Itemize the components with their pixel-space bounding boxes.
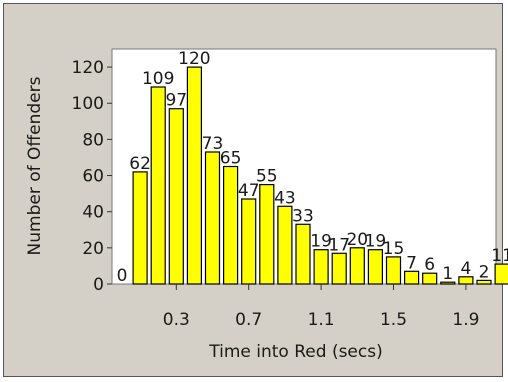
value-label: 109 [142, 69, 174, 89]
bar-1.6 [404, 270, 420, 285]
value-label: 2 [479, 262, 490, 282]
y-tick-label: 100 [72, 94, 104, 114]
bar-0.2 [150, 86, 166, 285]
bar-1.4 [367, 249, 383, 285]
y-tick-label: 60 [82, 167, 104, 187]
bar-0.1 [132, 171, 148, 285]
x-tick-label: 1.9 [452, 310, 479, 330]
value-label: 11 [491, 246, 508, 266]
bars-group [132, 66, 508, 285]
x-axis-title: Time into Red (secs) [208, 342, 382, 362]
x-tick-label: 0.7 [235, 310, 262, 330]
bar-0.7 [241, 198, 257, 285]
y-axis-title: Number of Offenders [25, 76, 45, 255]
bar-0.4 [186, 66, 202, 285]
value-label: 19 [365, 232, 387, 252]
value-label: 6 [424, 255, 435, 275]
y-tick-label: 120 [72, 58, 104, 78]
bar-1.7 [422, 272, 438, 285]
x-axis-ticks: 0.3 0.7 1.1 1.5 1.9 [163, 284, 479, 330]
value-label: 15 [383, 239, 405, 259]
value-label: 7 [406, 253, 417, 273]
value-label: 47 [238, 181, 260, 201]
value-label: 73 [202, 134, 224, 154]
value-label: 65 [220, 149, 242, 169]
bar-0.3 [168, 108, 184, 285]
bar-0.5 [204, 151, 221, 285]
value-label: 17 [328, 235, 350, 255]
y-tick-label: 40 [82, 203, 104, 223]
bar-1.8 [440, 281, 456, 285]
bar-0.8 [259, 184, 275, 285]
y-tick-label: 0 [93, 275, 104, 295]
y-tick-label: 20 [82, 239, 104, 259]
x-tick-label: 0.3 [163, 310, 190, 330]
bar-1.5 [385, 256, 402, 285]
y-axis-ticks: 0 20 40 60 80 100 120 [72, 58, 112, 295]
bar-0.6 [223, 165, 239, 285]
value-label: 33 [292, 206, 314, 226]
bar-0.9 [277, 205, 293, 285]
value-label: 20 [346, 230, 368, 250]
value-label: 4 [460, 259, 471, 279]
value-label: 43 [274, 188, 296, 208]
bar-1.1 [313, 249, 329, 285]
value-label: 62 [129, 154, 151, 174]
value-label: 0 [117, 266, 128, 286]
value-label: 1 [442, 264, 453, 284]
bar-1.0 [295, 223, 311, 285]
value-label: 120 [178, 49, 210, 69]
value-label: 97 [165, 91, 187, 111]
bar-1.2 [331, 252, 347, 285]
y-tick-label: 80 [82, 130, 104, 150]
bar-2.1 [494, 263, 508, 285]
bar-1.3 [349, 247, 365, 285]
x-tick-label: 1.5 [380, 310, 407, 330]
bar-2.0 [476, 279, 492, 285]
x-tick-label: 1.1 [308, 310, 335, 330]
value-label: 55 [256, 167, 278, 187]
value-label: 19 [310, 232, 332, 252]
